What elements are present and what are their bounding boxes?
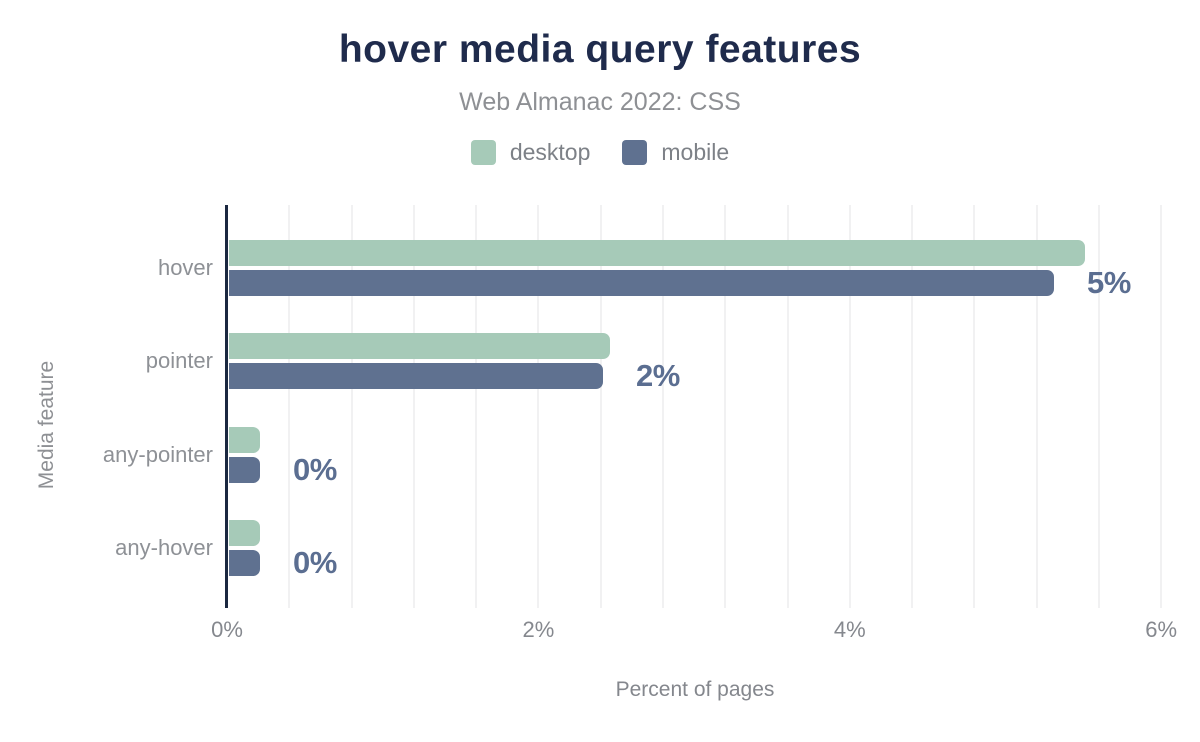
value-label-hover: 5% <box>1087 265 1131 300</box>
gridline <box>1035 205 1038 608</box>
x-tick-label-6%: 6% <box>1145 617 1178 642</box>
category-label-hover: hover <box>157 255 213 280</box>
bar-desktop-pointer <box>229 333 610 360</box>
gridline <box>973 205 976 608</box>
value-label-any-pointer: 0% <box>293 451 337 487</box>
y-axis-line <box>225 205 228 608</box>
gridline <box>786 205 789 608</box>
plot-area <box>227 205 1163 608</box>
bar-desktop-hover <box>229 240 1085 266</box>
legend-item-desktop: desktop <box>470 139 591 166</box>
legend-item-mobile: mobile <box>622 139 729 166</box>
gridline <box>537 205 540 608</box>
gridline <box>661 205 664 608</box>
legend-swatch-desktop <box>470 140 496 165</box>
bar-desktop-any-pointer <box>229 426 260 453</box>
bar-mobile-pointer <box>229 363 603 390</box>
legend-swatch-mobile <box>622 140 648 165</box>
gridline <box>412 205 415 608</box>
chart-title: hover media query features <box>338 28 862 71</box>
category-label-any-hover: any-hover <box>115 535 213 561</box>
x-axis-title: Percent of pages <box>615 678 775 701</box>
gridline <box>350 205 353 608</box>
legend-label: mobile <box>661 139 730 165</box>
x-tick-label-4%: 4% <box>833 617 866 642</box>
gridline <box>599 205 602 608</box>
gridline <box>724 205 727 608</box>
x-tick-label-2%: 2% <box>522 617 555 642</box>
gridline <box>288 205 291 608</box>
value-label-pointer: 2% <box>636 358 680 394</box>
bar-mobile-hover <box>229 270 1054 296</box>
bar-mobile-any-hover <box>229 550 260 577</box>
gridline <box>1097 205 1100 608</box>
bar-mobile-any-pointer <box>229 456 260 483</box>
gridline <box>475 205 478 608</box>
legend: desktop mobile <box>0 139 1200 166</box>
category-label-pointer: pointer <box>145 348 213 374</box>
chart-subtitle: Web Almanac 2022: CSS <box>459 88 741 116</box>
x-tick-label-0%: 0% <box>211 617 243 642</box>
value-label-any-hover: 0% <box>293 545 337 581</box>
category-label-any-pointer: any-pointer <box>102 441 213 467</box>
bar-desktop-any-hover <box>229 520 260 547</box>
gridline <box>1160 205 1163 608</box>
gridline <box>911 205 914 608</box>
gridline <box>848 205 851 608</box>
legend-label: desktop <box>509 139 591 165</box>
